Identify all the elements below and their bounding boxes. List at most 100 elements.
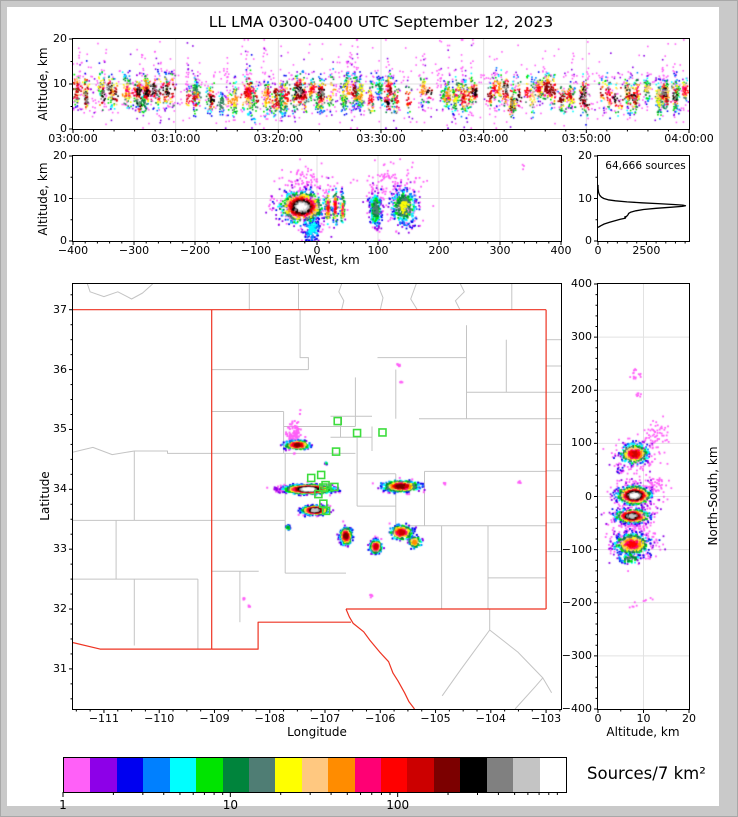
latitude-tick-label: 31: [53, 661, 67, 675]
colorbar-segment-4: [143, 758, 170, 792]
ns-altitude-tick-label: 20: [682, 712, 696, 725]
ew-tick-label: 200: [428, 244, 450, 257]
altitude-tick-label: 20: [53, 149, 67, 162]
colorbar-segment-5: [169, 758, 197, 792]
time-tick-label: 03:50:00: [561, 132, 612, 145]
time-height-panel: [72, 38, 690, 130]
colorbar-segment-1: [64, 758, 91, 792]
time-tick-label: 03:40:00: [458, 132, 509, 145]
plan-view-map-panel: [72, 283, 562, 710]
ew-height-points-canvas: [73, 156, 561, 241]
altitude-tick-label: 10: [578, 191, 592, 205]
colorbar-segment-7: [222, 758, 249, 792]
lma-station-marker: [321, 480, 330, 490]
colorbar-segment-16: [460, 758, 487, 792]
ns-y-axis-label: North-South, km: [706, 446, 720, 546]
time-tick-label: 03:10:00: [150, 132, 201, 145]
map-x-axis-label: Longitude: [287, 725, 347, 739]
north-south-tick-label: −400: [561, 702, 592, 715]
longitude-tick-label: −103: [530, 712, 562, 725]
altitude-tick-label: 20: [53, 32, 67, 45]
source-count-annotation: 64,666 sources: [605, 160, 686, 172]
longitude-tick-label: −105: [420, 712, 451, 725]
colorbar-segment-18: [513, 758, 540, 792]
ew-tick-label: 0: [313, 244, 321, 257]
lma-station-marker: [378, 428, 387, 437]
ew-x-axis-label: East-West, km: [274, 253, 360, 267]
longitude-tick-label: −106: [365, 712, 396, 725]
map-y-axis-label: Latitude: [38, 471, 52, 521]
colorbar-segment-14: [407, 758, 434, 792]
ew-tick-label: −400: [57, 244, 89, 257]
latitude-tick-label: 33: [53, 542, 67, 556]
ns-altitude-tick-label: 0: [594, 712, 602, 725]
colorbar-segment-12: [354, 758, 382, 792]
altitude-tick-label: 0: [60, 122, 67, 135]
time-tick-label: 03:30:00: [356, 132, 406, 145]
north-south-tick-label: 400: [571, 277, 592, 290]
lma-station-marker: [306, 473, 316, 483]
latitude-tick-label: 34: [53, 482, 67, 496]
lma-station-marker: [316, 470, 326, 480]
ns-height-points-canvas: [598, 284, 689, 709]
latitude-tick-label: 32: [53, 602, 67, 616]
longitude-tick-label: −110: [144, 712, 175, 725]
colorbar-segment-10: [301, 758, 329, 792]
colorbar-segment-6: [196, 758, 223, 792]
colorbar-tick-label: 100: [386, 798, 410, 812]
altitude-tick-label: 10: [53, 191, 67, 205]
latitude-tick-label: 37: [53, 302, 67, 316]
ew-tick-label: −300: [118, 244, 150, 257]
longitude-tick-label: −104: [475, 712, 506, 725]
ew-tick-label: 100: [367, 244, 389, 257]
time-height-points-canvas: [73, 39, 689, 129]
colorbar-segment-2: [90, 758, 117, 792]
map-points-canvas: [73, 284, 561, 709]
lma-station-marker: [319, 483, 328, 492]
north-south-tick-label: 300: [571, 330, 592, 344]
ew-tick-label: 400: [550, 244, 572, 257]
altitude-tick-label: 20: [578, 149, 592, 162]
lma-station-marker: [319, 499, 328, 508]
ns-height-panel: [597, 283, 690, 710]
time-y-axis-label: Altitude, km: [36, 47, 50, 121]
ew-height-panel: [72, 155, 562, 242]
altitude-tick-label: 0: [585, 234, 592, 247]
ns-x-axis-label: Altitude, km: [606, 725, 680, 739]
ew-tick-label: −100: [240, 244, 272, 257]
colorbar-segment-13: [381, 758, 408, 792]
figure-title: LL LMA 0300-0400 UTC September 12, 2023: [208, 13, 554, 31]
altitude-histogram-panel: [597, 155, 690, 242]
altitude-histogram-curve: [598, 184, 687, 228]
altitude-tick-label: 10: [53, 77, 67, 90]
hist-count-tick-label: 0: [594, 244, 602, 257]
colorbar-segment-9: [275, 758, 302, 792]
latitude-tick-label: 35: [53, 422, 67, 436]
ns-altitude-tick-label: 10: [636, 712, 651, 725]
north-south-tick-label: −100: [561, 542, 592, 556]
longitude-tick-label: −111: [88, 712, 120, 725]
north-south-tick-label: 200: [571, 383, 592, 397]
time-tick-label: 03:00:00: [48, 132, 98, 145]
colorbar-tick-label: 10: [222, 798, 238, 812]
colorbar-segment-11: [328, 758, 355, 792]
time-tick-label: 03:20:00: [253, 132, 304, 145]
lma-station-marker: [314, 489, 323, 499]
lma-station-marker: [331, 447, 341, 456]
lma-station-marker: [333, 416, 343, 426]
longitude-tick-label: −107: [309, 712, 341, 725]
lma-station-marker: [330, 482, 339, 492]
altitude-tick-label: 0: [60, 234, 67, 247]
ew-tick-label: 300: [489, 244, 511, 257]
colorbar-segment-17: [486, 758, 514, 792]
longitude-tick-label: −109: [199, 712, 230, 725]
hist-count-tick-label: 2500: [632, 244, 661, 257]
north-south-tick-label: −200: [561, 595, 592, 609]
ew-y-axis-label: Altitude, km: [36, 162, 50, 236]
colorbar: [63, 757, 567, 793]
north-south-tick-label: 0: [585, 489, 592, 503]
colorbar-segment-19: [539, 758, 567, 792]
station-markers-layer: [306, 416, 387, 516]
north-south-tick-label: −300: [561, 648, 592, 662]
